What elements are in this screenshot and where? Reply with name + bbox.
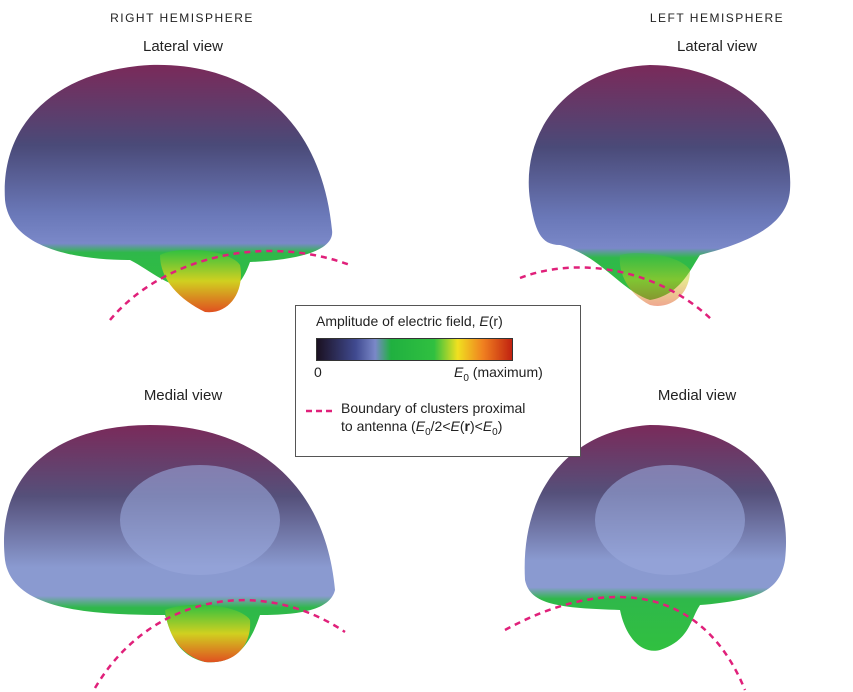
color-bar [316, 338, 513, 361]
heading: RIGHT HEMISPHERE [110, 11, 254, 25]
view-label: Medial view [657, 387, 737, 404]
boundary-text: to antenna (E0/2<E(r)<E0) [341, 418, 503, 438]
left-lateral-brain [519, 65, 791, 321]
left-medial-brain [504, 425, 787, 691]
boundary-text: Boundary of clusters proximal [341, 400, 526, 416]
view-label: Medial view [143, 387, 223, 404]
legend-title: Amplitude of electric field, E(r) [316, 313, 503, 329]
min-label: 0 [314, 364, 322, 380]
view-label: Lateral view [142, 38, 224, 55]
heading: LEFT HEMISPHERE [649, 11, 785, 25]
legend: Amplitude of electric field, E(r) 0 E0 (… [295, 305, 581, 457]
max-label: E0 (maximum) [454, 364, 543, 384]
view-label: Lateral view [676, 38, 758, 55]
right-lateral-brain [4, 64, 351, 321]
boundary-swatch [306, 409, 334, 413]
right-medial-brain [3, 425, 346, 689]
